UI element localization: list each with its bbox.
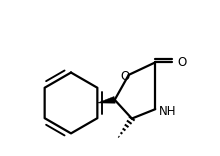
Text: O: O	[177, 56, 186, 69]
Polygon shape	[97, 96, 115, 103]
Text: NH: NH	[159, 105, 177, 118]
Text: O: O	[120, 70, 129, 83]
